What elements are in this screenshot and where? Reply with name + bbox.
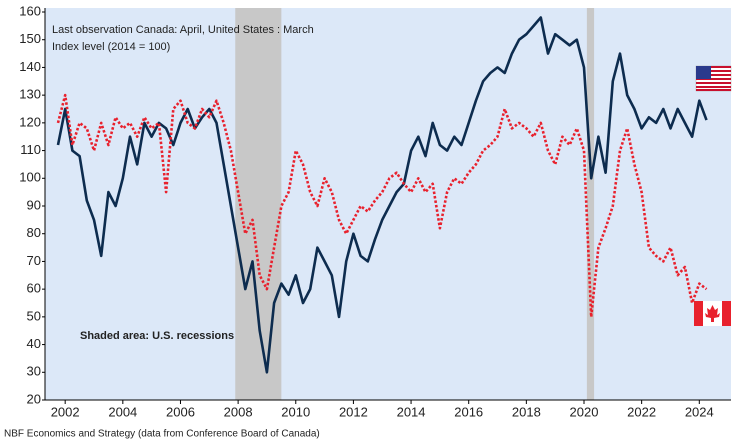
y-tick-label: 60 xyxy=(27,281,41,296)
y-tick-label: 130 xyxy=(19,87,41,102)
source: NBF Economics and Strategy (data from Co… xyxy=(4,429,320,440)
x-tick-label: 2024 xyxy=(685,404,714,419)
us-flag xyxy=(695,65,732,92)
series-line xyxy=(56,93,708,319)
y-tick-label: 150 xyxy=(19,31,41,46)
x-tick-label: 2002 xyxy=(51,404,80,419)
plot-background xyxy=(45,8,731,400)
y-tick-label: 70 xyxy=(27,253,41,268)
canada-flag xyxy=(694,301,731,326)
x-tick-label: 2010 xyxy=(281,404,310,419)
y-tick-label: 30 xyxy=(27,364,41,379)
annotation: Last observation Canada: April, United S… xyxy=(52,24,314,36)
x-tick-label: 2006 xyxy=(166,404,195,419)
y-tick-label: 110 xyxy=(20,142,41,157)
x-tick-label: 2022 xyxy=(627,404,656,419)
y-tick-label: 140 xyxy=(19,59,41,74)
y-tick-label: 50 xyxy=(27,308,41,323)
x-tick-label: 2012 xyxy=(339,404,368,419)
y-tick-label: 90 xyxy=(27,197,41,212)
x-tick-label: 2004 xyxy=(108,404,137,419)
x-tick-label: 2008 xyxy=(224,404,253,419)
recession-band xyxy=(235,8,282,400)
x-tick-label: 2016 xyxy=(454,404,483,419)
y-tick-label: 20 xyxy=(27,391,41,406)
x-tick-label: 2018 xyxy=(512,404,541,419)
series-line xyxy=(56,16,708,374)
annotation: Index level (2014 = 100) xyxy=(52,41,170,53)
y-tick-label: 40 xyxy=(27,336,41,351)
recession-band xyxy=(586,8,595,400)
y-tick-label: 80 xyxy=(27,225,41,240)
annotation: Shaded area: U.S. recessions xyxy=(80,330,234,342)
y-tick-label: 100 xyxy=(19,170,41,185)
y-tick-label: 160 xyxy=(19,3,41,18)
y-tick-label: 120 xyxy=(19,114,41,129)
x-tick-label: 2014 xyxy=(397,404,426,419)
x-tick-label: 2020 xyxy=(570,404,599,419)
